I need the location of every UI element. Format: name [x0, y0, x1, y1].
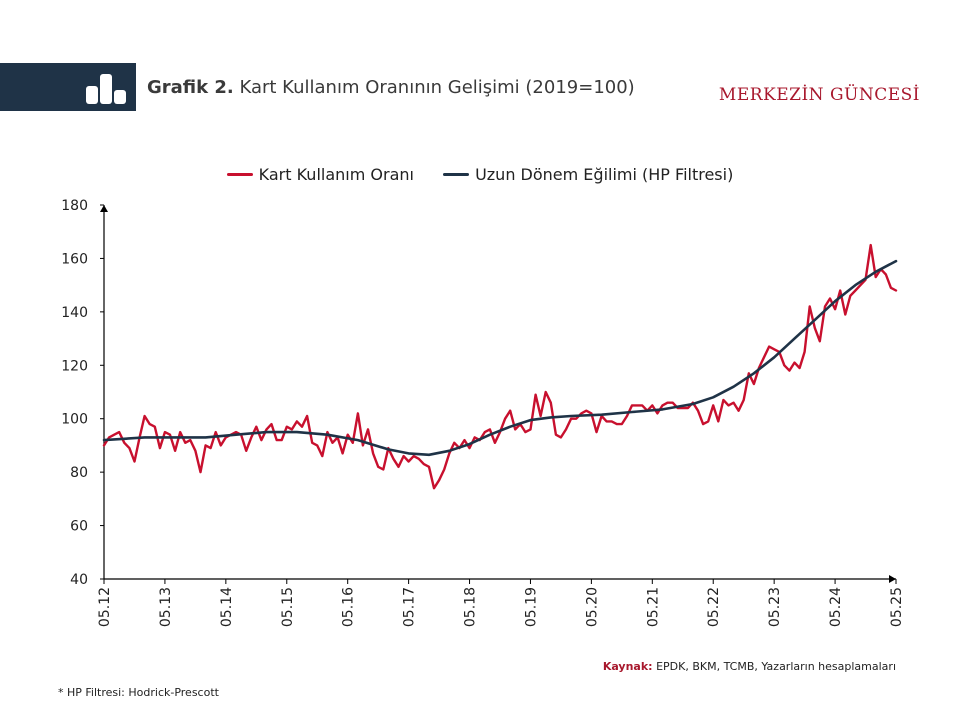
source-label: Kaynak: [602, 660, 653, 673]
legend-label-hp: Uzun Dönem Eğilimi (HP Filtresi) [475, 165, 734, 184]
x-tick-label: 05.20 [584, 587, 600, 627]
legend-swatch-card [226, 173, 253, 176]
x-tick-label: 05.19 [523, 587, 539, 627]
bar-chart-icon [86, 74, 126, 104]
x-tick-label: 05.18 [463, 587, 479, 627]
x-tick-label: 05.23 [767, 587, 783, 627]
y-tick-label: 80 [70, 465, 88, 481]
y-tick-label: 140 [61, 305, 88, 321]
x-tick-label: 05.12 [97, 587, 113, 627]
legend-item-card: Kart Kullanım Oranı [226, 165, 414, 184]
x-tick-label: 05.15 [280, 587, 296, 627]
series-line-card-usage [102, 243, 898, 490]
footnote: * HP Filtresi: Hodrick-Prescott [58, 686, 219, 699]
x-tick-label: 05.25 [889, 587, 905, 627]
header-band [0, 63, 136, 111]
title-text: Kart Kullanım Oranının Gelişimi (2019=10… [239, 77, 635, 98]
legend-label-card: Kart Kullanım Oranı [258, 165, 414, 184]
chart-title: Grafik 2. Kart Kullanım Oranının Gelişim… [147, 77, 635, 98]
x-tick-label: 05.14 [219, 587, 235, 627]
x-axis-arrow-icon [889, 575, 896, 583]
y-axis-arrow-icon [100, 205, 108, 212]
x-tick-label: 05.22 [706, 587, 722, 627]
source-note: Kaynak: EPDK, BKM, TCMB, Yazarların hesa… [603, 660, 896, 673]
x-tick-label: 05.13 [158, 587, 174, 627]
y-tick-label: 180 [61, 198, 88, 214]
y-tick-label: 100 [61, 412, 88, 428]
y-tick-label: 60 [70, 519, 88, 535]
source-text: EPDK, BKM, TCMB, Yazarların hesaplamalar… [656, 660, 896, 673]
x-tick-label: 05.21 [645, 587, 661, 627]
title-prefix: Grafik 2. [147, 77, 234, 98]
x-tick-label: 05.16 [341, 587, 357, 627]
y-tick-label: 120 [61, 358, 88, 374]
x-tick-label: 05.17 [402, 587, 418, 627]
legend: Kart Kullanım Oranı Uzun Dönem Eğilimi (… [0, 161, 960, 184]
series-line-hp-trend [102, 259, 898, 457]
legend-swatch-hp [443, 173, 470, 176]
legend-item-hp: Uzun Dönem Eğilimi (HP Filtresi) [443, 165, 733, 184]
brand-logo: MERKEZİN GÜNCESİ [718, 85, 920, 105]
y-tick-label: 40 [70, 572, 88, 588]
x-tick-label: 05.24 [828, 587, 844, 627]
y-tick-label: 160 [61, 251, 88, 267]
